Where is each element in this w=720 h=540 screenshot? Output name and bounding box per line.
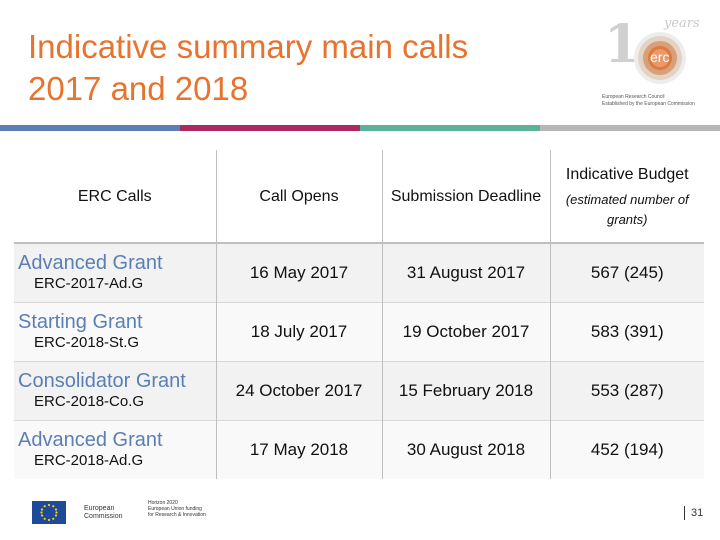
calls-table: ERC Calls Call Opens Submission Deadline… <box>14 150 704 479</box>
deadline-cell: 30 August 2018 <box>381 420 550 479</box>
header-budget-sublabel: (estimated number of grants) <box>565 191 689 227</box>
eu-footer-logos: European Commission Horizon 2020 Europea… <box>18 496 218 530</box>
deadline-cell: 31 August 2017 <box>381 243 550 303</box>
call-opens-cell: 18 July 2017 <box>215 302 382 362</box>
header-submission-deadline: Submission Deadline <box>381 150 550 244</box>
erc-logo-wordmark: erc <box>650 49 669 65</box>
logo-sub-line: Established by the European Commission <box>602 101 695 107</box>
deadline-cell: 19 October 2017 <box>381 302 550 362</box>
table-row: Consolidator Grant ERC-2018-Co.G 24 Octo… <box>14 361 704 421</box>
header-erc-calls: ERC Calls <box>14 150 216 244</box>
deadline-cell: 15 February 2018 <box>381 361 550 421</box>
table-row: Advanced Grant ERC-2018-Ad.G 17 May 2018… <box>14 420 704 479</box>
slide-title-line-1: Indicative summary main calls <box>28 28 469 65</box>
call-cell: Advanced Grant ERC-2017-Ad.G <box>14 243 216 303</box>
accent-bar-grey <box>540 125 720 131</box>
call-cell: Starting Grant ERC-2018-St.G <box>14 302 216 362</box>
eu-line-2: Commission <box>84 513 123 520</box>
call-opens-cell: 24 October 2017 <box>215 361 382 421</box>
table-row: Starting Grant ERC-2018-St.G 18 July 201… <box>14 302 704 362</box>
call-cell: Consolidator Grant ERC-2018-Co.G <box>14 361 216 421</box>
h2020-line-2: European Union funding <box>148 506 202 512</box>
page-number: 31 <box>684 506 703 520</box>
h2020-line-1: Horizon 2020 <box>148 500 178 506</box>
call-name: Advanced Grant <box>18 429 163 451</box>
call-code: ERC-2018-Co.G <box>34 393 145 410</box>
horizon-2020-caption: Horizon 2020 European Union funding for … <box>148 500 206 518</box>
table-row: Advanced Grant ERC-2017-Ad.G 16 May 2017… <box>14 243 704 303</box>
call-opens-cell: 17 May 2018 <box>215 420 382 479</box>
european-commission-wordmark: European Commission <box>84 505 123 521</box>
call-cell: Advanced Grant ERC-2018-Ad.G <box>14 420 216 479</box>
call-code: ERC-2018-Ad.G <box>34 452 144 469</box>
eu-line-1: European <box>84 505 115 512</box>
budget-cell: 567 (245) <box>549 243 704 303</box>
call-opens-cell: 16 May 2017 <box>215 243 382 303</box>
logo-council-line: European Research Council <box>602 94 665 100</box>
budget-cell: 583 (391) <box>549 302 704 362</box>
erc-logo: 1 erc years European Research Council Es… <box>598 12 710 112</box>
accent-bar-blue <box>0 125 180 131</box>
slide-title-line-2: 2017 and 2018 <box>28 70 249 107</box>
logo-caption: European Research Council Established by… <box>602 94 710 108</box>
budget-cell: 452 (194) <box>549 420 704 479</box>
header-indicative-budget: Indicative Budget (estimated number of g… <box>549 150 704 244</box>
h2020-line-3: for Research & Innovation <box>148 512 206 518</box>
accent-bar-magenta <box>180 125 360 131</box>
svg-text:1: 1 <box>604 14 640 75</box>
header-call-opens: Call Opens <box>215 150 382 244</box>
call-name: Starting Grant <box>18 311 143 333</box>
budget-cell: 553 (287) <box>549 361 704 421</box>
erc-10-years-logo-icon: 1 erc <box>604 14 686 84</box>
call-code: ERC-2018-St.G <box>34 334 140 351</box>
eu-flag-icon <box>32 501 66 524</box>
logo-years-text: years <box>664 16 700 31</box>
call-name: Advanced Grant <box>18 252 163 274</box>
call-name: Consolidator Grant <box>18 370 186 392</box>
slide-title: Indicative summary main calls 2017 and 2… <box>28 26 548 110</box>
accent-bar-green <box>360 125 540 131</box>
call-code: ERC-2017-Ad.G <box>34 275 144 292</box>
header-budget-label: Indicative Budget <box>565 165 689 183</box>
